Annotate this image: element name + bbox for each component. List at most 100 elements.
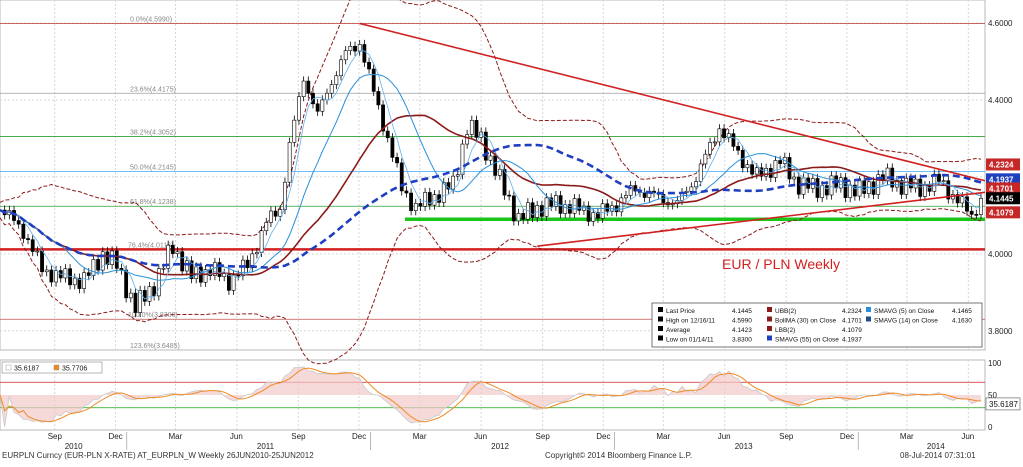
sma-5-line [0, 50, 982, 300]
candle-body [100, 251, 105, 271]
candle-body [918, 178, 923, 197]
legend-swatch [658, 326, 663, 331]
candle-body [577, 198, 582, 211]
candle-body [72, 277, 77, 286]
candle-body [829, 175, 834, 196]
candle-body [642, 192, 647, 198]
oscillator-tick-label: 100 [988, 359, 1002, 368]
candle-body [156, 268, 161, 297]
chart-legend: Last Price 4.1445 High on 12/16/11 4.5990 Av… [651, 302, 983, 348]
candle-body [923, 185, 927, 197]
price-tag-label: 4.1937 [989, 175, 1014, 184]
candle-body [736, 146, 740, 151]
fibonacci-label: 38.2%(4.3052) [130, 129, 176, 136]
candle-body [413, 203, 418, 211]
legend-label: SMAVG (55) on Close [775, 337, 839, 344]
candle-body [726, 133, 731, 139]
year-tick-label: 2012 [491, 442, 509, 451]
candle-body [423, 192, 427, 207]
oscillator-signal-line [0, 367, 982, 423]
candle-body [399, 162, 404, 192]
candle-body [371, 68, 376, 92]
candle-body [698, 163, 703, 182]
candle-body [731, 133, 736, 147]
legend-value: 4.1630 [952, 318, 972, 325]
candle-body [124, 269, 129, 299]
legend-value: 3.8300 [732, 337, 752, 344]
candle-body [212, 262, 217, 276]
candle-body [469, 119, 474, 135]
candle-body [787, 157, 792, 180]
candle-body [395, 157, 399, 164]
candle-body [278, 209, 283, 217]
candle-body [488, 155, 493, 161]
price-plot-area [0, 0, 986, 351]
candle-body [170, 244, 175, 254]
candle-body [166, 244, 171, 269]
year-tick-label: 2010 [65, 442, 83, 451]
fibonacci-label: 61.8%(4.1238) [130, 199, 176, 206]
legend-swatch [658, 307, 663, 312]
candle-body [245, 259, 250, 269]
candle-body [306, 80, 311, 94]
price-tick-label: 4.6000 [988, 19, 1013, 28]
candle-body [385, 130, 390, 139]
candle-body [194, 266, 199, 279]
annotation-text: EUR / PLN Weekly [722, 256, 840, 272]
candle-body [418, 203, 423, 207]
month-tick-label: Jun [474, 432, 487, 441]
candle-body [502, 168, 507, 196]
legend-label: Low on 01/14/11 [666, 337, 714, 344]
price-tick-label: 3.8000 [988, 327, 1013, 336]
candle-body [497, 168, 502, 176]
legend-label: LBB(2) [775, 327, 795, 334]
candle-body [722, 128, 726, 139]
descending-trendline [359, 22, 986, 182]
candle-body [91, 259, 96, 276]
candle-body [465, 134, 470, 145]
month-tick-label: Mar [900, 432, 914, 441]
copyright-text: Copyright© 2014 Bloomberg Finance L.P. [545, 451, 693, 460]
legend-box [651, 302, 983, 348]
candle-body [843, 177, 848, 198]
candle-body [409, 192, 413, 211]
candle-body [273, 210, 278, 217]
candle-body [708, 142, 712, 155]
legend-swatch [866, 316, 871, 322]
candle-body [628, 185, 633, 196]
candle-body [301, 80, 306, 97]
price-tag-label: 4.1079 [989, 208, 1014, 217]
candle-body [320, 99, 325, 112]
candle-body [44, 269, 49, 273]
month-tick-label: Jun [718, 432, 731, 441]
candle-body [175, 251, 180, 254]
legend-value: 4.5990 [732, 318, 752, 325]
price-tag [986, 158, 1020, 171]
candle-body [231, 274, 236, 291]
candle-body [773, 160, 778, 178]
candle-body [899, 180, 904, 195]
legend-label: Last Price [666, 308, 695, 315]
candle-body [624, 195, 628, 199]
candle-body [86, 272, 91, 276]
candle-body [754, 167, 759, 175]
candle-body [142, 290, 147, 302]
candle-body [189, 260, 194, 279]
legend-swatch [767, 316, 772, 322]
candle-body [362, 44, 367, 63]
candle-body [441, 182, 446, 203]
candle-body [381, 104, 385, 132]
candle-body [778, 160, 783, 164]
legend-value: 4.1079 [842, 327, 862, 334]
bollinger-ma-line [0, 114, 982, 276]
candle-body [264, 222, 269, 232]
candle-body [26, 238, 30, 240]
candle-body [759, 167, 764, 177]
candle-body [315, 103, 320, 112]
candle-body [525, 202, 530, 220]
fibonacci-label: 100.0%(3.8300) [128, 312, 178, 319]
candle-body [801, 177, 806, 195]
legend-label: BollMA (30) on Close [775, 318, 836, 325]
fibonacci-label: 50.0%(4.2145) [130, 164, 176, 171]
oscillator-legend-swatch [53, 364, 60, 371]
